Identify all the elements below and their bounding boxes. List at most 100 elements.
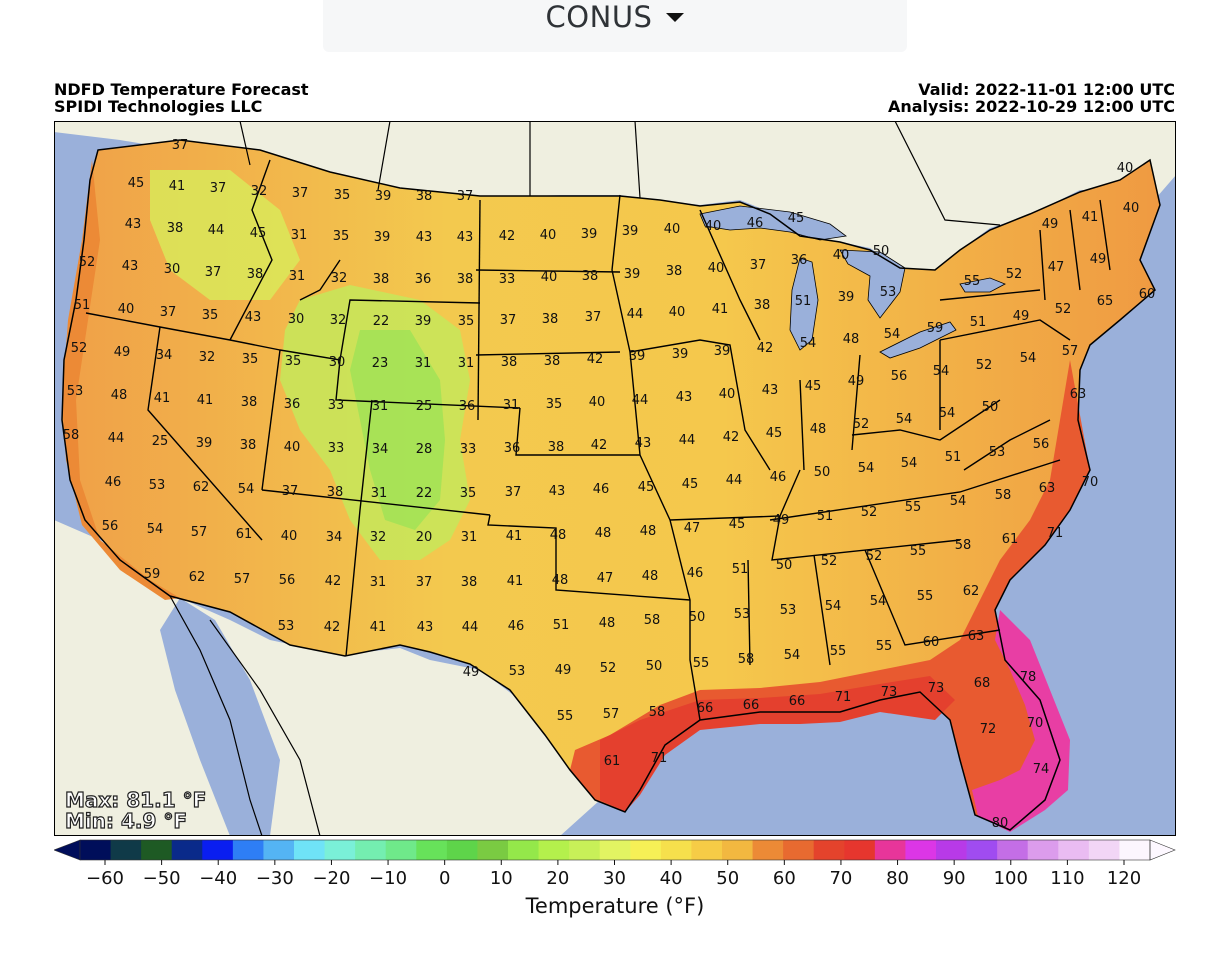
temperature-label: 66	[743, 698, 760, 713]
temperature-label: 42	[757, 341, 774, 356]
temperature-label: 44	[632, 393, 649, 408]
temperature-label: 48	[599, 616, 616, 631]
temperature-label: 55	[964, 274, 981, 289]
temperature-label: 38	[327, 485, 344, 500]
temperature-label: 38	[542, 312, 559, 327]
temperature-label: 52	[853, 417, 870, 432]
temperature-label: 54	[238, 482, 255, 497]
temperature-label: 33	[499, 272, 516, 287]
lake-ontario	[959, 277, 1006, 293]
temperature-label: 40	[1123, 201, 1140, 216]
temperature-label: 31	[370, 575, 387, 590]
temperature-label: 38	[501, 355, 518, 370]
header-left: NDFD Temperature Forecast SPIDI Technolo…	[54, 81, 309, 115]
canada-border-lines	[239, 121, 1001, 226]
temperature-label: 39	[624, 267, 641, 282]
region-select[interactable]: CONUS	[323, 0, 907, 52]
min-temp: Min: 4.9 °F	[64, 809, 188, 833]
florida-hot	[972, 610, 1070, 832]
cool-northwest	[150, 170, 300, 300]
temperature-label: 37	[282, 484, 299, 499]
temperature-label: 43	[416, 230, 433, 245]
temperature-label: 53	[989, 445, 1006, 460]
temperature-label: 58	[995, 488, 1012, 503]
temperature-label: 37	[172, 138, 189, 153]
temperature-label: 37	[205, 265, 222, 280]
colorbar-cell	[538, 840, 570, 860]
temperature-label: 53	[734, 607, 751, 622]
temperature-label: 34	[326, 530, 343, 545]
temperature-label: 37	[210, 181, 227, 196]
temperature-label: 50	[689, 610, 706, 625]
temperature-label: 63	[1039, 481, 1056, 496]
temperature-label: 41	[370, 620, 387, 635]
gulf-coast-hot	[600, 676, 955, 812]
temperature-label: 43	[417, 620, 434, 635]
colorbar-tick-label: 90	[943, 868, 966, 889]
temperature-label: 46	[105, 475, 122, 490]
temperature-label: 60	[1139, 287, 1156, 302]
colorbar-cell	[752, 840, 784, 860]
temperature-label: 42	[499, 229, 516, 244]
temperature-label: 45	[682, 477, 699, 492]
temperature-label: 71	[651, 751, 668, 766]
colorbar-cell	[263, 840, 295, 860]
colorbar-cell	[874, 840, 906, 860]
colorbar-cell	[1088, 840, 1120, 860]
temperature-label: 49	[1090, 252, 1107, 267]
temperature-label: 48	[810, 422, 827, 437]
colorbar-cell	[997, 840, 1029, 860]
temperature-label: 48	[552, 573, 569, 588]
temperature-label: 37	[457, 189, 474, 204]
colorbar-cell	[385, 840, 417, 860]
temperature-label: 43	[122, 259, 139, 274]
colorbar-cell	[324, 840, 356, 860]
temperature-label: 40	[664, 222, 681, 237]
temperature-label: 36	[504, 441, 521, 456]
temperature-label: 23	[372, 356, 389, 371]
temperature-label: 38	[373, 272, 390, 287]
temperature-label: 31	[291, 228, 308, 243]
temperature-label: 52	[866, 549, 883, 564]
temperature-label: 43	[125, 217, 142, 232]
temperature-label: 31	[371, 486, 388, 501]
temperature-label: 38	[461, 575, 478, 590]
temperature-label: 35	[458, 314, 475, 329]
temperature-label: 54	[896, 412, 913, 427]
temperature-label: 38	[544, 354, 561, 369]
temperature-label: 28	[416, 442, 433, 457]
temperature-label: 37	[416, 575, 433, 590]
temperature-label: 40	[708, 261, 725, 276]
temperature-label: 33	[328, 398, 345, 413]
temperature-label: 62	[189, 570, 206, 585]
temperature-label: 47	[1048, 260, 1065, 275]
temperature-label: 71	[835, 690, 852, 705]
temperature-label: 54	[933, 364, 950, 379]
colorbar-cell	[936, 840, 968, 860]
temperature-label: 47	[684, 521, 701, 536]
temperature-label: 40	[1117, 161, 1134, 176]
temperature-label: 62	[193, 480, 210, 495]
colorbar-tick-label: −20	[312, 868, 350, 889]
temperature-label: 52	[600, 661, 617, 676]
temperature-label: 58	[738, 652, 755, 667]
temperature-label: 33	[328, 441, 345, 456]
canada-land	[54, 121, 1176, 270]
gulf-of-california	[160, 598, 280, 836]
temperature-label: 60	[923, 635, 940, 650]
temperature-label: 54	[901, 456, 918, 471]
temperature-label: 50	[873, 244, 890, 259]
temperature-label: 50	[776, 558, 793, 573]
colorbar-cell	[416, 840, 448, 860]
temperature-label: 40	[118, 302, 135, 317]
temperature-label: 20	[416, 530, 433, 545]
colorbar-cell	[202, 840, 234, 860]
colorbar-tick-label: −10	[369, 868, 407, 889]
lake-michigan	[789, 257, 819, 351]
colorbar-cell	[141, 840, 173, 860]
temperature-label: 61	[604, 754, 621, 769]
temperature-label: 57	[603, 707, 620, 722]
temperature-label: 40	[705, 219, 722, 234]
temperature-label: 22	[416, 486, 433, 501]
temperature-label: 38	[247, 267, 264, 282]
